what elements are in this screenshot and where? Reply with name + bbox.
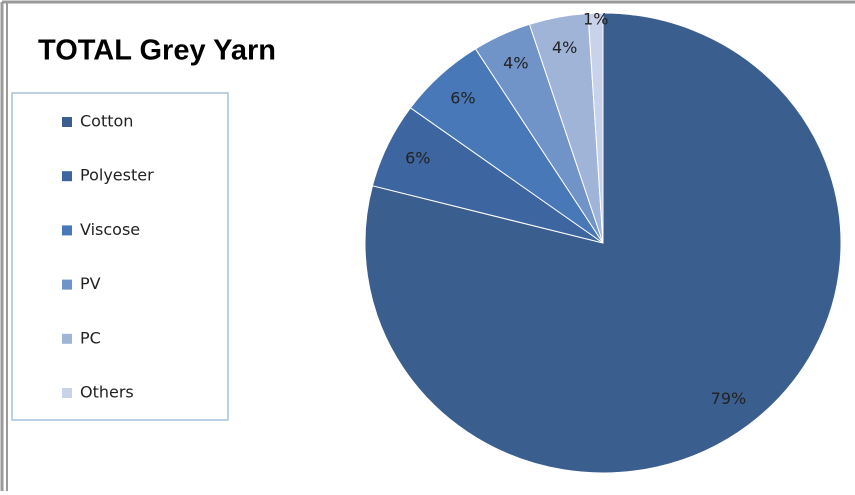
legend-swatch	[62, 225, 72, 236]
data-label: 6%	[450, 88, 475, 107]
legend-swatch	[62, 171, 72, 182]
legend-label: Cotton	[80, 112, 133, 131]
legend-swatch	[62, 388, 72, 398]
data-label: 79%	[711, 389, 747, 408]
legend-label: PC	[80, 328, 101, 347]
data-label: 1%	[583, 10, 608, 29]
chart-title: TOTAL Grey Yarn	[38, 35, 276, 67]
data-label: 4%	[552, 38, 577, 57]
legend-label: PV	[80, 274, 101, 293]
legend-swatch	[62, 279, 72, 290]
legend-swatch	[62, 333, 72, 344]
legend-box	[11, 92, 229, 421]
data-label: 6%	[405, 148, 430, 167]
legend-label: Viscose	[80, 220, 140, 239]
legend-label: Others	[80, 383, 134, 402]
data-label: 4%	[503, 54, 528, 73]
pie-slice	[587, 12, 604, 244]
legend-swatch	[62, 117, 72, 127]
legend-label: Polyester	[80, 166, 154, 185]
